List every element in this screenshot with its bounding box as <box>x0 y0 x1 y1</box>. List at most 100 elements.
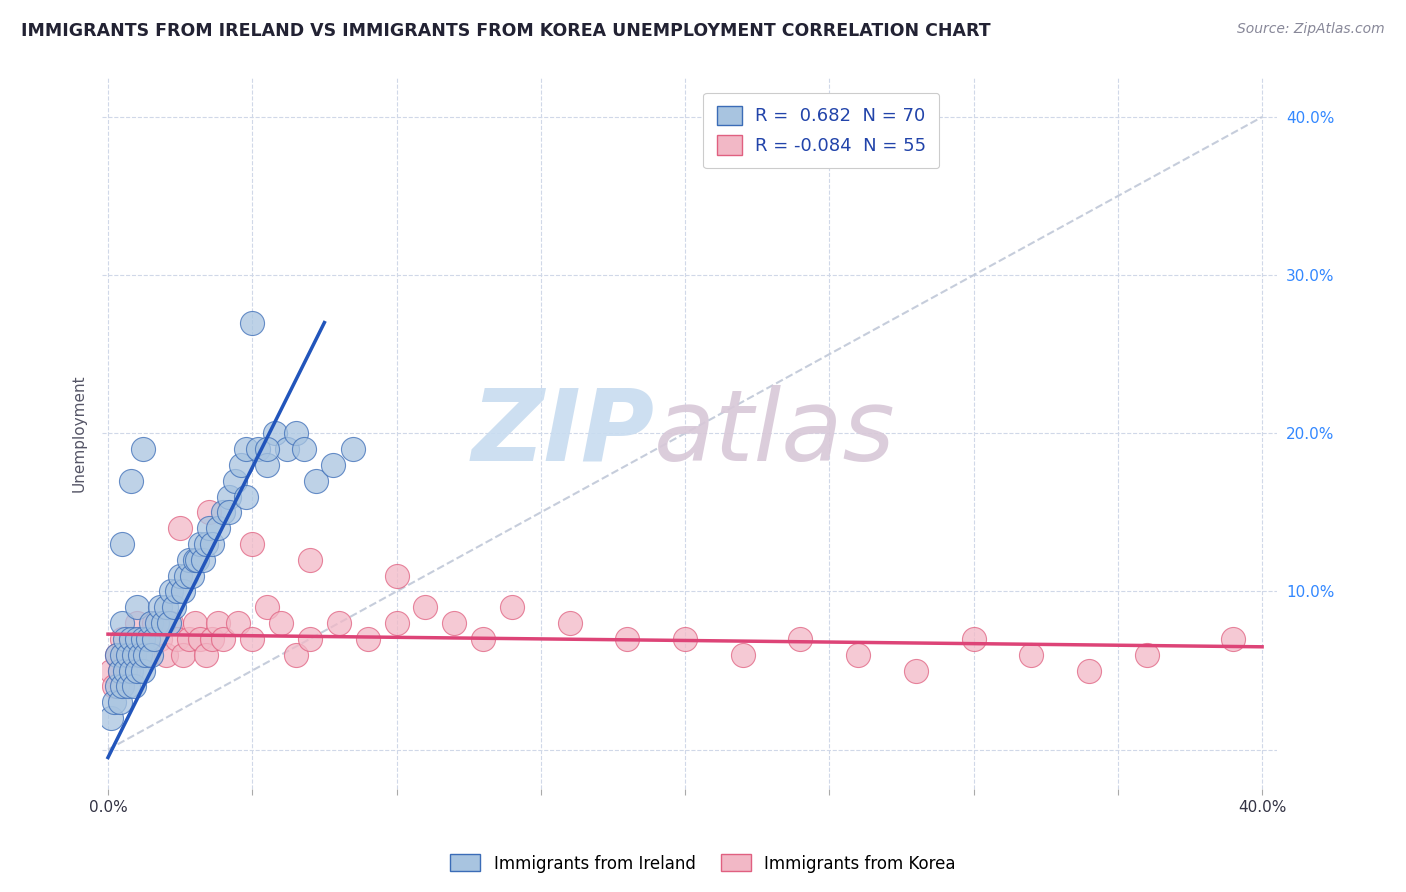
Legend: R =  0.682  N = 70, R = -0.084  N = 55: R = 0.682 N = 70, R = -0.084 N = 55 <box>703 93 939 168</box>
Point <box>105 648 128 662</box>
Point <box>472 632 495 646</box>
Point <box>180 568 202 582</box>
Point <box>120 664 142 678</box>
Point <box>193 553 215 567</box>
Point <box>166 584 188 599</box>
Point <box>240 537 263 551</box>
Point <box>141 648 163 662</box>
Point <box>298 553 321 567</box>
Point <box>188 537 211 551</box>
Point <box>111 632 134 646</box>
Point <box>125 664 148 678</box>
Point <box>141 616 163 631</box>
Y-axis label: Unemployment: Unemployment <box>72 375 86 492</box>
Point <box>195 537 218 551</box>
Point <box>100 664 122 678</box>
Point <box>120 474 142 488</box>
Point <box>122 648 145 662</box>
Point <box>198 505 221 519</box>
Point <box>1078 664 1101 678</box>
Point <box>207 616 229 631</box>
Text: atlas: atlas <box>654 384 896 482</box>
Point <box>305 474 328 488</box>
Point <box>120 632 142 646</box>
Point <box>146 616 169 631</box>
Point <box>122 648 145 662</box>
Point <box>183 616 205 631</box>
Point <box>235 490 257 504</box>
Point <box>240 316 263 330</box>
Point <box>207 521 229 535</box>
Point <box>108 664 131 678</box>
Point <box>174 568 197 582</box>
Point <box>188 632 211 646</box>
Point <box>229 458 252 472</box>
Point <box>138 648 160 662</box>
Point <box>114 632 136 646</box>
Point <box>131 632 153 646</box>
Point <box>558 616 581 631</box>
Point <box>224 474 246 488</box>
Point <box>114 648 136 662</box>
Point <box>264 426 287 441</box>
Point <box>198 521 221 535</box>
Point <box>103 695 125 709</box>
Point <box>105 679 128 693</box>
Point <box>134 648 156 662</box>
Point <box>201 632 224 646</box>
Point <box>163 600 186 615</box>
Point <box>108 664 131 678</box>
Point <box>226 616 249 631</box>
Point <box>385 616 408 631</box>
Point <box>122 679 145 693</box>
Point <box>177 553 200 567</box>
Point <box>157 616 180 631</box>
Point <box>1222 632 1244 646</box>
Point <box>111 648 134 662</box>
Point <box>443 616 465 631</box>
Point <box>235 442 257 456</box>
Point <box>131 442 153 456</box>
Point <box>169 521 191 535</box>
Point <box>125 616 148 631</box>
Point <box>117 648 139 662</box>
Point <box>256 458 278 472</box>
Point <box>186 553 208 567</box>
Point <box>218 490 240 504</box>
Point <box>125 632 148 646</box>
Point <box>169 568 191 582</box>
Text: ZIP: ZIP <box>471 384 654 482</box>
Point <box>385 568 408 582</box>
Point <box>131 664 153 678</box>
Point <box>256 600 278 615</box>
Point <box>172 584 194 599</box>
Point <box>149 632 172 646</box>
Point <box>111 537 134 551</box>
Point <box>240 632 263 646</box>
Point <box>138 632 160 646</box>
Point <box>415 600 437 615</box>
Point <box>131 632 153 646</box>
Point <box>111 616 134 631</box>
Point <box>149 600 172 615</box>
Point <box>616 632 638 646</box>
Point <box>276 442 298 456</box>
Point <box>100 711 122 725</box>
Legend: Immigrants from Ireland, Immigrants from Korea: Immigrants from Ireland, Immigrants from… <box>444 847 962 880</box>
Point <box>501 600 523 615</box>
Point <box>328 616 350 631</box>
Point <box>111 679 134 693</box>
Text: IMMIGRANTS FROM IRELAND VS IMMIGRANTS FROM KOREA UNEMPLOYMENT CORRELATION CHART: IMMIGRANTS FROM IRELAND VS IMMIGRANTS FR… <box>21 22 991 40</box>
Point <box>846 648 869 662</box>
Point <box>160 584 183 599</box>
Point <box>117 664 139 678</box>
Point <box>114 664 136 678</box>
Point <box>342 442 364 456</box>
Point <box>201 537 224 551</box>
Point <box>256 442 278 456</box>
Point <box>117 679 139 693</box>
Point <box>1019 648 1042 662</box>
Point <box>155 648 177 662</box>
Point <box>904 664 927 678</box>
Point <box>152 616 174 631</box>
